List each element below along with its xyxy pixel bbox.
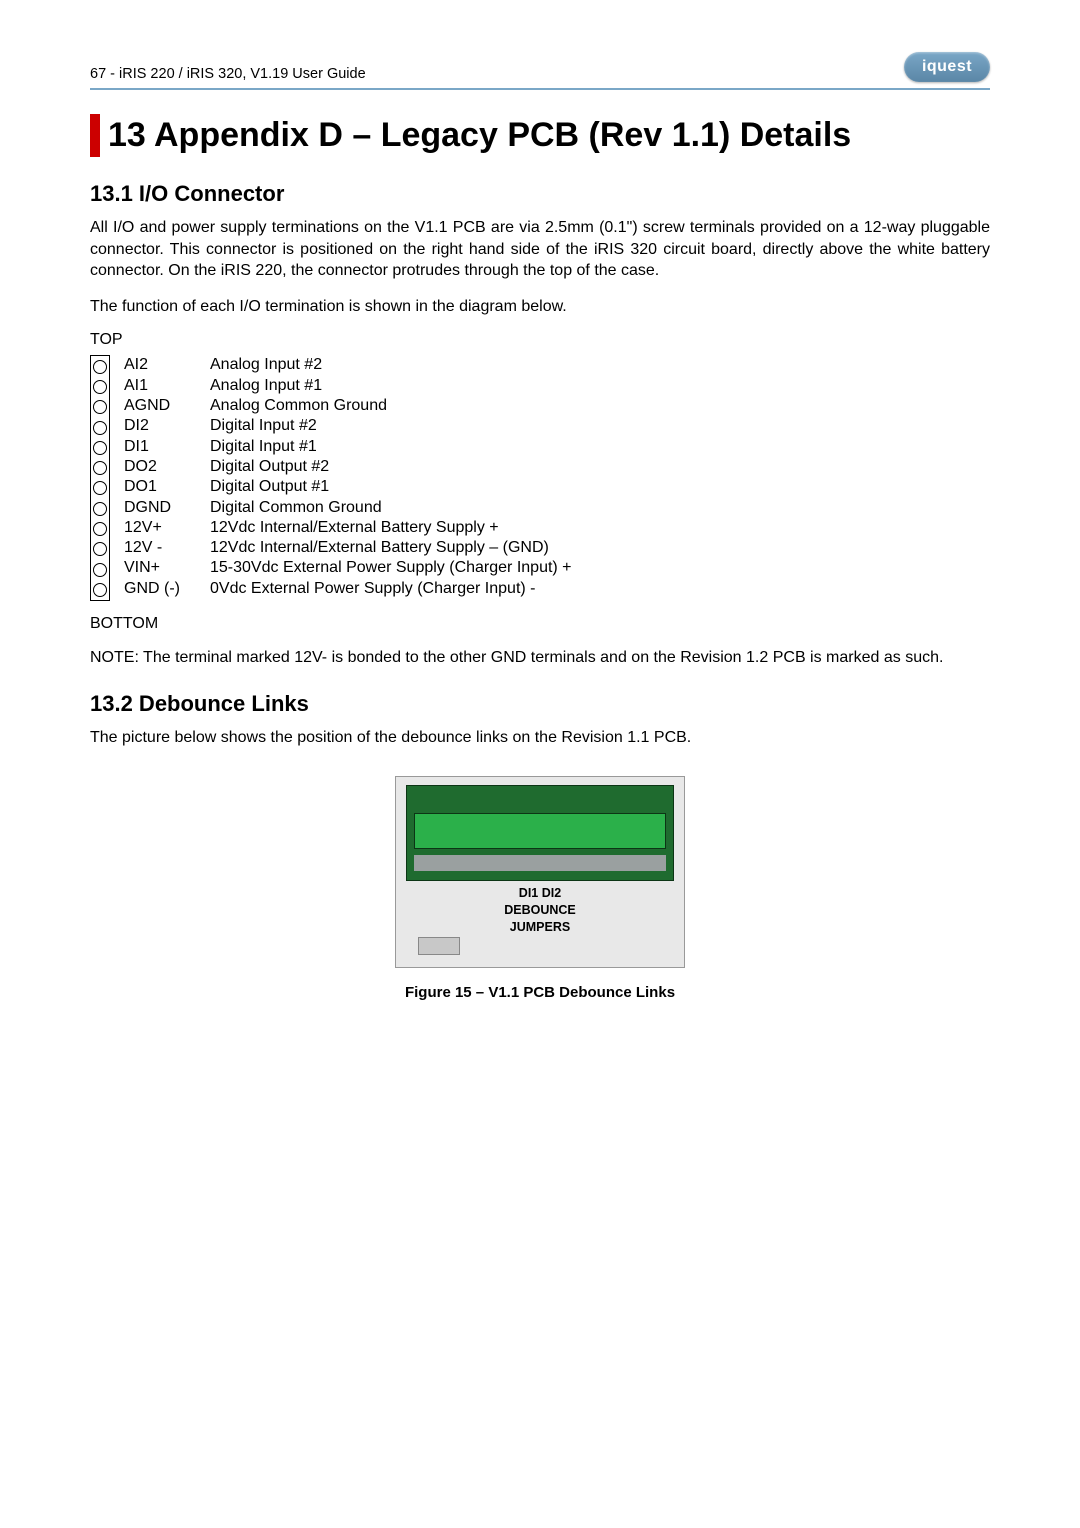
terminal-hole-icon — [91, 499, 109, 519]
io-terminal-description: Analog Input #1 — [210, 376, 572, 396]
io-terminal-description: Digital Input #2 — [210, 416, 572, 436]
io-terminal-description: Digital Output #2 — [210, 457, 572, 477]
pcb-label-line1: DI1 DI2 — [396, 885, 684, 902]
io-terminal-description: Analog Common Ground — [210, 396, 572, 416]
io-terminal-row: DO1Digital Output #1 — [124, 477, 572, 497]
io-note: NOTE: The terminal marked 12V- is bonded… — [90, 647, 990, 669]
io-terminal-signal: DI1 — [124, 437, 210, 457]
io-terminal-row: AI1Analog Input #1 — [124, 376, 572, 396]
io-terminal-signal: AI2 — [124, 355, 210, 375]
pcb-small-part — [418, 937, 460, 955]
io-terminal-row: AI2Analog Input #2 — [124, 355, 572, 375]
section-heading-io: 13.1 I/O Connector — [90, 181, 990, 207]
io-terminal-diagram: AI2Analog Input #2AI1Analog Input #1AGND… — [90, 355, 990, 601]
terminal-hole-icon — [91, 356, 109, 376]
io-terminal-signal: DO2 — [124, 457, 210, 477]
io-terminal-signal: GND (-) — [124, 579, 210, 599]
io-terminal-signal: DO1 — [124, 477, 210, 497]
page-header: 67 - iRIS 220 / iRIS 320, V1.19 User Gui… — [90, 52, 990, 82]
io-terminal-signal: AI1 — [124, 376, 210, 396]
io-terminal-description: Digital Common Ground — [210, 498, 572, 518]
io-terminal-table: AI2Analog Input #2AI1Analog Input #1AGND… — [124, 355, 572, 599]
io-terminal-signal: 12V - — [124, 538, 210, 558]
terminal-hole-icon — [91, 417, 109, 437]
pcb-connector-region — [414, 813, 666, 849]
brand-badge: iquest — [904, 52, 990, 82]
pcb-label-line2: DEBOUNCE — [396, 902, 684, 919]
pcb-photo-placeholder: DI1 DI2 DEBOUNCE JUMPERS — [395, 776, 685, 968]
io-terminal-row: 12V -12Vdc Internal/External Battery Sup… — [124, 538, 572, 558]
io-terminal-row: GND (-)0Vdc External Power Supply (Charg… — [124, 579, 572, 599]
terminal-column — [90, 355, 110, 601]
header-left-text: 67 - iRIS 220 / iRIS 320, V1.19 User Gui… — [90, 66, 366, 82]
io-terminal-description: 12Vdc Internal/External Battery Supply –… — [210, 538, 572, 558]
io-terminal-row: 12V+12Vdc Internal/External Battery Supp… — [124, 518, 572, 538]
io-terminal-signal: VIN+ — [124, 558, 210, 578]
terminal-hole-icon — [91, 539, 109, 559]
terminal-hole-icon — [91, 438, 109, 458]
header-rule — [90, 88, 990, 90]
io-terminal-row: VIN+15-30Vdc External Power Supply (Char… — [124, 558, 572, 578]
io-terminal-signal: DGND — [124, 498, 210, 518]
section-heading-debounce: 13.2 Debounce Links — [90, 691, 990, 717]
io-terminal-description: Digital Input #1 — [210, 437, 572, 457]
io-terminal-description: 15-30Vdc External Power Supply (Charger … — [210, 558, 572, 578]
terminal-hole-icon — [91, 397, 109, 417]
terminal-hole-icon — [91, 559, 109, 579]
terminal-hole-icon — [91, 580, 109, 600]
io-terminal-signal: 12V+ — [124, 518, 210, 538]
io-terminal-description: Analog Input #2 — [210, 355, 572, 375]
io-terminal-row: DGNDDigital Common Ground — [124, 498, 572, 518]
io-terminal-description: 0Vdc External Power Supply (Charger Inpu… — [210, 579, 572, 599]
pcb-label-line3: JUMPERS — [396, 919, 684, 936]
io-terminal-row: AGNDAnalog Common Ground — [124, 396, 572, 416]
figure-caption: Figure 15 – V1.1 PCB Debounce Links — [90, 984, 990, 1001]
terminal-hole-icon — [91, 478, 109, 498]
accent-bar — [90, 114, 100, 157]
io-terminal-row: DO2Digital Output #2 — [124, 457, 572, 477]
io-terminal-row: DI1Digital Input #1 — [124, 437, 572, 457]
io-paragraph-1: All I/O and power supply terminations on… — [90, 217, 990, 282]
io-terminal-description: 12Vdc Internal/External Battery Supply + — [210, 518, 572, 538]
terminal-hole-icon — [91, 519, 109, 539]
io-terminal-description: Digital Output #1 — [210, 477, 572, 497]
chapter-title: 13 Appendix D – Legacy PCB (Rev 1.1) Det… — [108, 114, 851, 157]
terminal-hole-icon — [91, 377, 109, 397]
debounce-paragraph: The picture below shows the position of … — [90, 727, 990, 749]
terminal-hole-icon — [91, 458, 109, 478]
page: 67 - iRIS 220 / iRIS 320, V1.19 User Gui… — [0, 0, 1080, 1528]
chapter-heading: 13 Appendix D – Legacy PCB (Rev 1.1) Det… — [90, 114, 990, 157]
io-terminal-signal: DI2 — [124, 416, 210, 436]
top-label: TOP — [90, 331, 990, 349]
figure-wrap: DI1 DI2 DEBOUNCE JUMPERS Figure 15 – V1.… — [90, 776, 990, 1001]
bottom-label: BOTTOM — [90, 615, 990, 633]
io-terminal-signal: AGND — [124, 396, 210, 416]
io-paragraph-2: The function of each I/O termination is … — [90, 296, 990, 318]
io-terminal-row: DI2Digital Input #2 — [124, 416, 572, 436]
pcb-overlay-labels: DI1 DI2 DEBOUNCE JUMPERS — [396, 885, 684, 936]
pcb-chip-row — [414, 855, 666, 871]
